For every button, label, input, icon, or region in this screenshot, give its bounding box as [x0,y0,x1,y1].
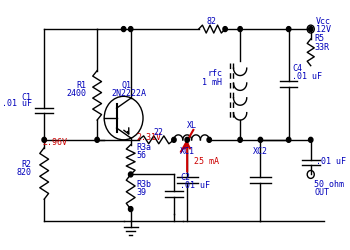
Text: C2: C2 [180,173,190,182]
Circle shape [95,137,99,142]
Circle shape [121,26,126,32]
Text: .01 uF: .01 uF [2,99,32,108]
Text: OUT: OUT [314,188,329,197]
Text: XC1: XC1 [180,147,195,156]
Text: 1 mH: 1 mH [202,78,223,87]
Text: C4: C4 [292,64,302,73]
Text: R3a: R3a [136,143,151,152]
Text: 12V: 12V [316,24,331,34]
Circle shape [286,137,291,142]
Text: rfc: rfc [208,69,223,78]
Text: 2.96V: 2.96V [42,138,68,147]
Text: .01 uF: .01 uF [316,157,346,166]
Text: .01 uF: .01 uF [180,181,210,190]
Circle shape [223,26,227,32]
Text: 2.31V: 2.31V [136,133,161,142]
Text: 2400: 2400 [66,89,86,98]
Circle shape [286,26,291,32]
Text: 56: 56 [136,151,146,160]
Circle shape [258,137,262,142]
Circle shape [128,206,133,212]
Circle shape [207,137,211,142]
Text: 50 ohm: 50 ohm [314,180,344,189]
Text: XC2: XC2 [253,147,268,156]
Text: Q1: Q1 [122,81,132,90]
Circle shape [309,26,313,32]
Circle shape [309,137,313,142]
Text: R3b: R3b [136,180,151,189]
Text: 820: 820 [17,168,32,177]
Circle shape [128,26,133,32]
Text: R2: R2 [22,160,32,169]
Text: 22: 22 [154,128,164,138]
Circle shape [185,137,189,142]
Text: 82: 82 [207,17,217,26]
Circle shape [172,137,176,142]
Circle shape [238,137,242,142]
Text: .01 uF: .01 uF [292,72,322,81]
Circle shape [128,172,133,177]
Text: C1: C1 [22,93,32,102]
Text: Vcc: Vcc [316,17,331,26]
Text: R1: R1 [77,81,86,90]
Text: 2N2222A: 2N2222A [111,89,146,98]
Text: 33R: 33R [314,43,329,52]
Text: 25 mA: 25 mA [194,157,219,166]
Text: XL: XL [187,120,197,130]
Text: 39: 39 [136,188,146,197]
Text: R5: R5 [314,34,324,43]
Circle shape [42,137,47,142]
Circle shape [238,26,242,32]
